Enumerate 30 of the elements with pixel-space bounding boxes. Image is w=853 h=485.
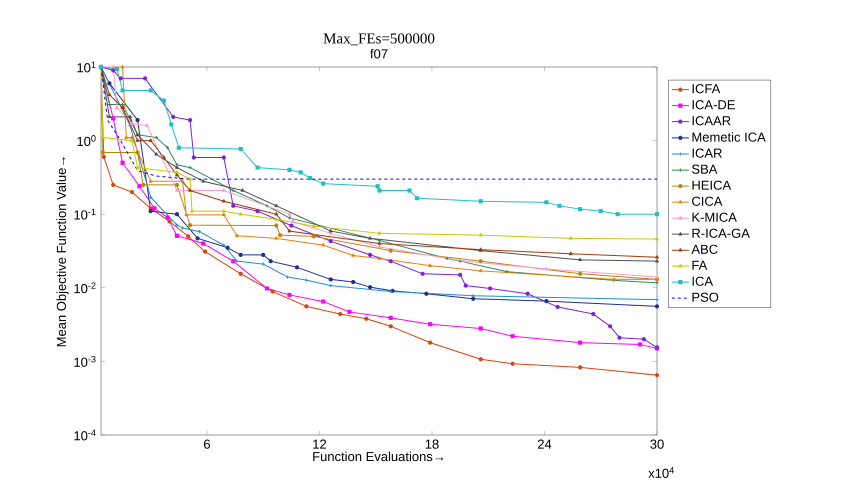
legend-label: ICAR <box>692 148 722 158</box>
y-tick-label: 10$^{-4}$ <box>74 430 96 440</box>
legend-label: ABC <box>691 244 718 254</box>
legend-label: R-ICA-GA <box>692 228 750 238</box>
x-tick-label: 30 <box>650 440 664 449</box>
x-tick-label: 18 <box>426 440 439 449</box>
y-tick-label: 10$^{-3}$ <box>74 356 96 367</box>
legend-label: ICFA <box>692 84 720 94</box>
x-axis-title: Function Evaluations→ <box>313 452 444 462</box>
legend-label: ICA-DE <box>692 100 735 110</box>
legend-label: SBA <box>692 164 718 174</box>
text: x10$^{4}$ <box>648 467 674 478</box>
y-tick-label: 10$^{-1}$ <box>74 208 96 220</box>
x-tick-label: 6 <box>204 440 210 449</box>
legend-label: ICA <box>692 276 714 286</box>
y-tick-label: 10$^{0}$ <box>77 135 96 146</box>
legend-label: Memetic ICA <box>692 132 766 142</box>
chart-title: Max_FEs=500000 <box>324 33 434 46</box>
legend-label: FA <box>692 260 708 270</box>
chart-subtitle: f07 <box>370 48 388 58</box>
x-tick-label: 12 <box>313 440 326 449</box>
legend-label: K-MICA <box>692 212 737 222</box>
legend-label: HEICA <box>692 180 732 190</box>
x-tick-label: 24 <box>538 440 552 449</box>
legend-label: CICA <box>692 196 722 206</box>
legend-label: PSO <box>692 292 718 302</box>
y-tick-label: 10$^{1}$ <box>77 62 96 72</box>
y-axis-title: Mean Objective Function Value→ <box>56 157 69 346</box>
legend-label: ICAAR <box>692 116 731 126</box>
y-tick-label: 10$^{-2}$ <box>74 282 96 294</box>
